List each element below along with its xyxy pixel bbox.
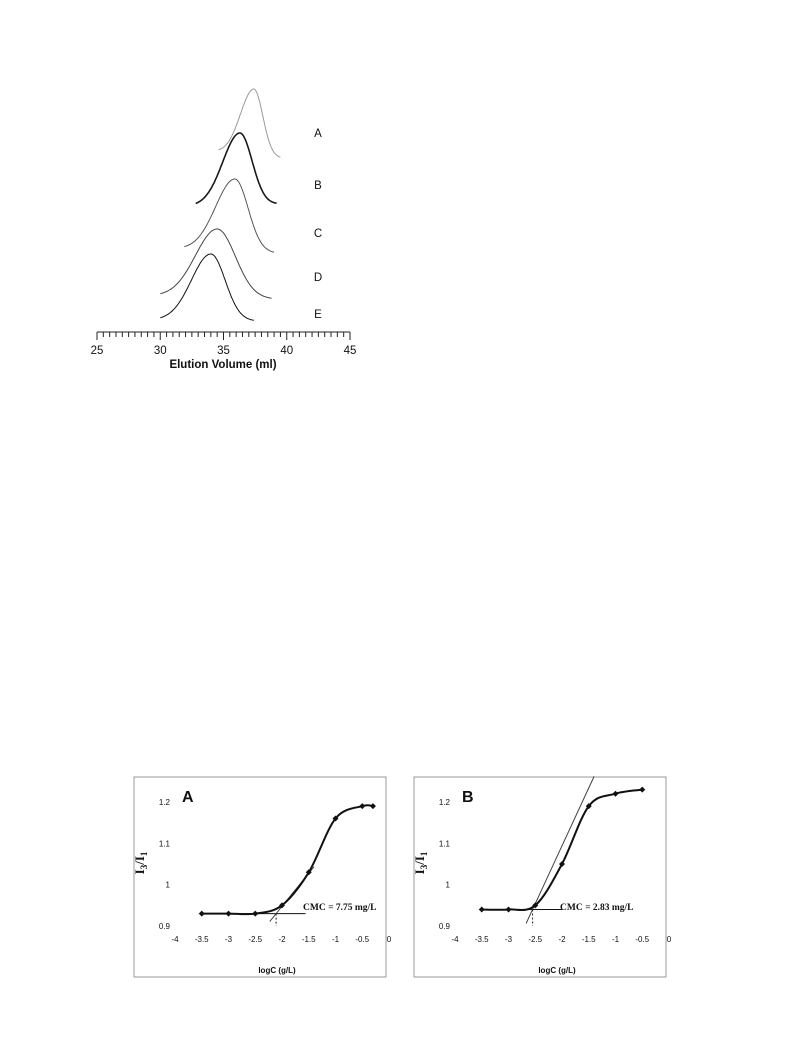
plot-frame <box>133 776 387 978</box>
series-label-a: A <box>314 128 322 140</box>
cmc-annotation: CMC = 2.83 mg/L <box>560 903 634 913</box>
x-tick-label: -1.5 <box>302 935 316 944</box>
panel-letter: B <box>462 789 474 806</box>
x-tick-label: -3.5 <box>195 935 209 944</box>
panel-b-chart: B I3/I1 -4 -3.5 -3 -2.5 -2 -1.5 -1 -0.5 00.911.1… <box>412 776 672 978</box>
x-tick-label: -3 <box>225 935 233 944</box>
x-tick-label: -2 <box>558 935 566 944</box>
rise-tangent <box>525 776 595 924</box>
data-point <box>305 869 312 876</box>
data-point <box>478 906 485 913</box>
data-point <box>332 815 339 822</box>
data-point <box>369 803 376 810</box>
x-tick-label: 0 <box>667 935 672 944</box>
y-tick-label: 1.1 <box>159 839 171 848</box>
x-tick-label: -3.5 <box>475 935 489 944</box>
gpc-trace-b <box>195 132 277 205</box>
x-tick-label: -2.5 <box>528 935 542 944</box>
x-axis-title: logC (g/L) <box>258 966 296 975</box>
data-point <box>612 790 619 797</box>
x-tick-label: -1.5 <box>582 935 596 944</box>
plot-frame <box>413 776 667 978</box>
x-tick-label: -2 <box>278 935 286 944</box>
series-label-e: E <box>314 309 322 321</box>
data-points <box>478 786 646 913</box>
panel-letter: A <box>182 789 194 806</box>
x-tick-label: 25 <box>91 345 104 357</box>
cmc-annotation: CMC = 7.75 mg/L <box>303 903 377 913</box>
y-tick-label: 1 <box>166 881 171 890</box>
gpc-trace-d <box>160 228 272 299</box>
x-tick-label: -0.5 <box>635 935 649 944</box>
x-axis-ticks: 25 30 35 40 45 <box>91 332 357 357</box>
data-point <box>279 902 285 909</box>
x-axis-title: Elution Volume (ml) <box>169 359 276 371</box>
x-tick-label: -1 <box>332 935 340 944</box>
series-label-c: C <box>314 228 322 240</box>
x-axis-title: logC (g/L) <box>538 966 576 975</box>
series-label-b: B <box>314 180 322 192</box>
y-tick-label: 1.2 <box>159 798 171 807</box>
y-tick-label: 1.1 <box>439 839 451 848</box>
gpc-trace-a <box>218 88 281 158</box>
x-tick-label: -1 <box>612 935 620 944</box>
gpc-series-labels: A B C D E <box>314 128 322 321</box>
x-tick-label: -2.5 <box>248 935 262 944</box>
gpc-trace-c <box>184 178 275 253</box>
y-tick-label: 1.2 <box>439 798 451 807</box>
x-tick-label: -3 <box>505 935 513 944</box>
x-tick-label: 35 <box>217 345 230 357</box>
axis-ticks: -4 -3.5 -3 -2.5 -2 -1.5 -1 -0.5 0 0.9 1 1.1 1.2 <box>159 798 392 944</box>
x-tick-label: -4 <box>171 935 179 944</box>
data-point <box>585 803 592 810</box>
gpc-trace-e <box>160 253 255 321</box>
gpc-curves <box>160 88 281 321</box>
series-label-d: D <box>314 272 322 284</box>
y-tick-label: 0.9 <box>439 922 451 931</box>
y-tick-label: 0.9 <box>159 922 171 931</box>
data-point <box>639 786 646 793</box>
x-tick-label: 30 <box>154 345 167 357</box>
data-point <box>505 906 512 913</box>
y-tick-label: 1 <box>446 881 451 890</box>
x-tick-label: 45 <box>344 345 357 357</box>
axis-ticks: -4 -3.5 -3 -2.5 -2 -1.5 -1 -0.5 0 0.9 1 1.1 1.2 <box>439 798 672 944</box>
x-tick-label: -0.5 <box>355 935 369 944</box>
data-point <box>198 910 205 917</box>
gpc-chart: A B C D E 25 30 35 40 45 Elution Volume (ml) <box>91 88 357 371</box>
data-point <box>225 910 232 917</box>
panel-a-chart: A I3/I1 -4 -3.5 -3 -2.5 -2 -1.5 -1 -0.5 00.911.1… <box>132 776 392 978</box>
x-tick-label: 0 <box>387 935 392 944</box>
x-tick-label: 40 <box>280 345 293 357</box>
data-point <box>252 910 259 917</box>
data-point <box>532 902 539 909</box>
data-point <box>359 803 366 810</box>
data-point <box>559 861 565 867</box>
x-tick-label: -4 <box>451 935 459 944</box>
data-points <box>198 803 376 917</box>
